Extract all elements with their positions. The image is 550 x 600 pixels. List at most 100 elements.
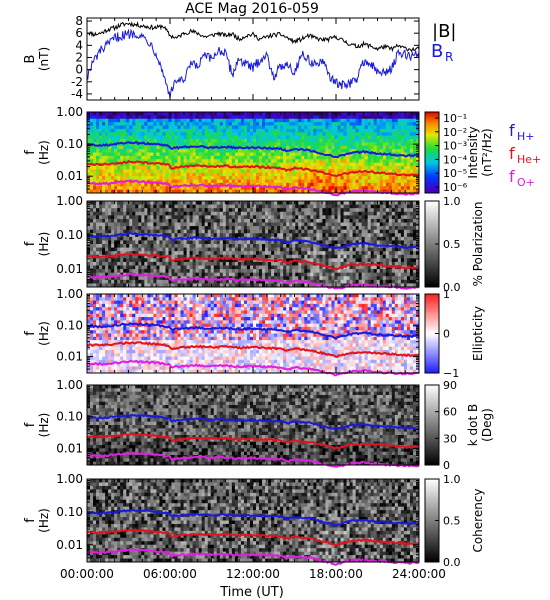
polarization-cell <box>343 247 347 252</box>
intensity-cell <box>192 115 197 120</box>
intensity-cell <box>240 142 245 147</box>
b-plot-area <box>87 18 419 100</box>
polarization-cell <box>93 229 97 234</box>
intensity-cell <box>313 128 317 133</box>
polarization-cell <box>246 240 251 245</box>
intensity-cell <box>352 115 357 120</box>
polarization-cell <box>153 265 157 270</box>
intensity-cell <box>186 125 191 130</box>
intensity-cell <box>301 166 305 170</box>
polarization-cell <box>328 204 332 209</box>
polarization-cell <box>210 261 215 266</box>
polarization-cell <box>265 254 269 259</box>
polarization-cell <box>331 265 335 270</box>
intensity-cell <box>147 122 151 126</box>
polarization-cell <box>253 229 257 234</box>
intensity-cell <box>277 145 281 150</box>
intensity-cell <box>403 166 408 170</box>
polarization-cell <box>253 222 257 227</box>
intensity-cell <box>322 189 326 194</box>
intensity-cell <box>201 176 206 180</box>
intensity-cell <box>159 179 163 184</box>
polarization-cell <box>96 279 100 284</box>
intensity-cell <box>201 189 206 194</box>
intensity-cell <box>337 162 341 167</box>
intensity-cell <box>307 135 311 140</box>
intensity-cell <box>385 159 390 164</box>
polarization-cell <box>225 283 230 288</box>
intensity-cell <box>316 112 320 116</box>
intensity-cell <box>277 189 281 194</box>
polarization-cell <box>117 204 121 209</box>
intensity-cell <box>415 162 420 167</box>
polarization-cell <box>313 247 317 252</box>
intensity-cell <box>126 115 130 120</box>
intensity-cell <box>307 159 311 164</box>
polarization-cell <box>168 272 172 277</box>
polarization-cell <box>99 269 103 274</box>
intensity-cell <box>156 118 160 123</box>
intensity-cell <box>310 145 314 150</box>
polarization-cell <box>243 261 248 266</box>
intensity-cell <box>177 186 181 191</box>
intensity-cell <box>231 176 236 180</box>
intensity-cell <box>385 182 390 187</box>
polarization-cell <box>331 254 335 259</box>
polarization-cell <box>144 276 148 281</box>
polarization-cell <box>307 204 311 209</box>
polarization-cell <box>114 276 118 281</box>
intensity-cell <box>412 176 417 180</box>
intensity-cell <box>90 125 94 130</box>
intensity-cell <box>102 159 106 164</box>
polarization-cell <box>334 208 338 213</box>
intensity-cell <box>198 112 203 116</box>
intensity-cell <box>331 169 335 174</box>
intensity-cell <box>192 145 197 150</box>
polarization-cell <box>117 261 121 266</box>
polarization-cell <box>219 283 224 288</box>
polarization-cell <box>328 244 332 248</box>
intensity-cell <box>237 186 242 191</box>
intensity-cell <box>325 166 329 170</box>
intensity-cell <box>240 128 245 133</box>
intensity-cell <box>409 135 414 140</box>
intensity-cell <box>361 128 366 133</box>
polarization-cell <box>228 283 233 288</box>
polarization-cell <box>222 218 227 223</box>
intensity-cell <box>99 176 103 180</box>
intensity-cell <box>316 118 320 123</box>
polarization-cell <box>96 233 100 238</box>
intensity-cell <box>316 162 320 167</box>
polarization-cell <box>210 211 215 216</box>
polarization-cell <box>147 244 151 248</box>
polarization-cell <box>307 211 311 216</box>
polarization-cell <box>99 218 103 223</box>
polarization-cell <box>210 276 215 281</box>
polarization-cell <box>265 240 269 245</box>
polarization-cell <box>135 276 139 281</box>
polarization-cell <box>189 247 194 252</box>
polarization-cell <box>213 251 218 256</box>
intensity-cell <box>153 132 157 137</box>
intensity-cell <box>213 132 218 137</box>
polarization-cell <box>126 201 130 205</box>
polarization-cell <box>129 218 133 223</box>
intensity-cell <box>403 142 408 147</box>
intensity-cell <box>147 139 151 143</box>
intensity-cell <box>219 132 224 137</box>
intensity-cell <box>90 149 94 153</box>
polarization-cell <box>283 265 287 270</box>
intensity-cell <box>313 112 317 116</box>
intensity-cell <box>96 122 100 126</box>
intensity-cell <box>147 169 151 174</box>
polarization-cell <box>340 244 344 248</box>
intensity-cell <box>234 135 239 140</box>
intensity-cell <box>96 172 100 177</box>
polarization-cell <box>216 215 221 220</box>
intensity-cell <box>367 179 372 184</box>
polarization-cell <box>216 244 221 248</box>
intensity-cell <box>234 112 239 116</box>
polarization-cell <box>243 269 248 274</box>
intensity-cell <box>379 125 384 130</box>
polarization-cell <box>213 247 218 252</box>
